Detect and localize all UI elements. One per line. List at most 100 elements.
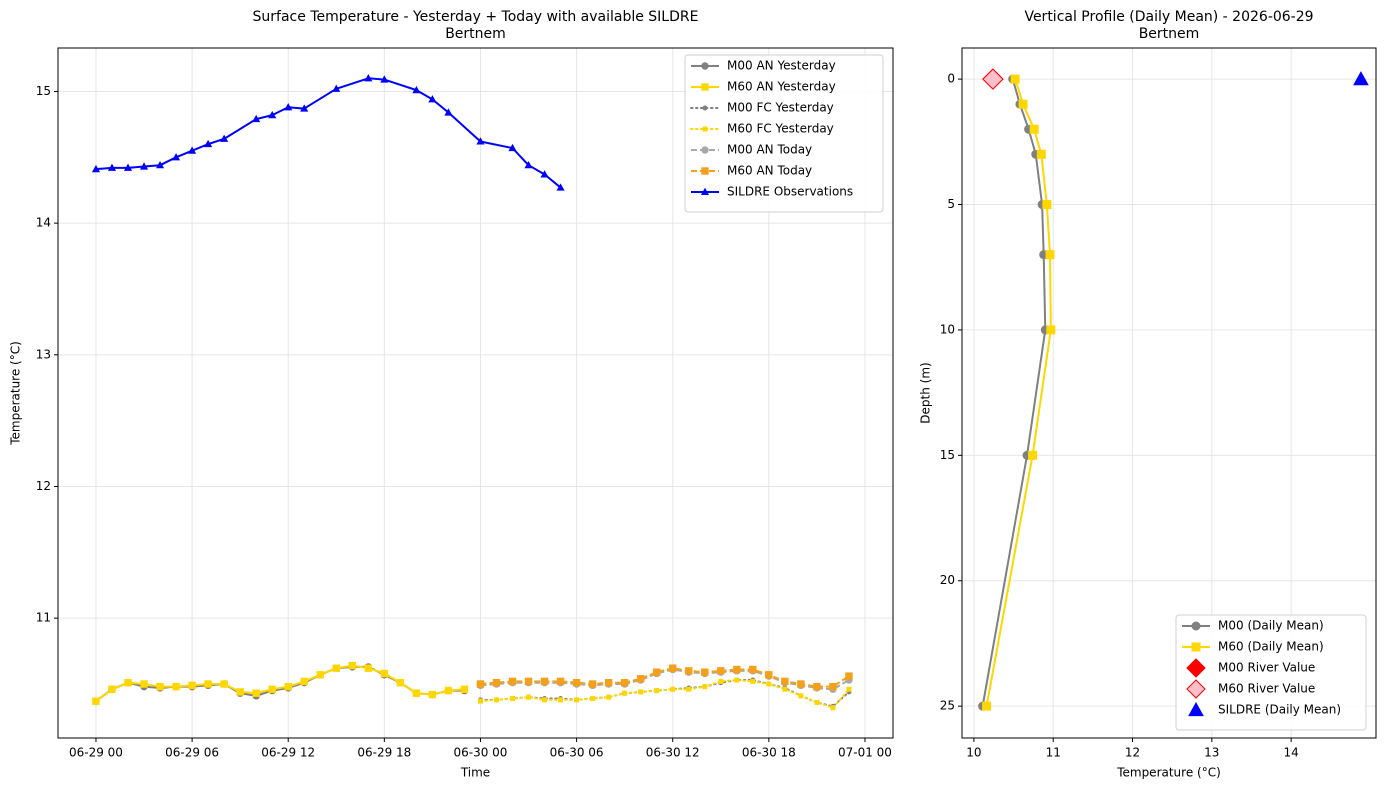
marker: [380, 75, 389, 83]
marker: [284, 682, 292, 691]
legend-marker: [1188, 701, 1204, 717]
marker: [428, 690, 437, 699]
marker: [524, 160, 533, 169]
marker: [830, 705, 836, 711]
marker: [1010, 74, 1020, 84]
marker: [92, 697, 100, 705]
marker: [620, 678, 629, 687]
marker: [300, 104, 309, 112]
legend-label: M60 AN Yesterday: [727, 80, 836, 94]
marker: [188, 681, 196, 690]
marker: [556, 677, 565, 686]
y-tick-label: 13: [36, 347, 51, 361]
marker: [284, 103, 293, 111]
y-tick-label: 14: [36, 216, 51, 230]
marker: [717, 667, 725, 675]
marker: [604, 678, 613, 687]
legend-label: SILDRE Observations: [727, 185, 853, 199]
marker: [444, 108, 453, 116]
y-tick-label: 5: [947, 197, 955, 211]
marker: [542, 697, 548, 703]
legend-label: SILDRE (Daily Mean): [1218, 703, 1341, 717]
y-tick-label: 15: [940, 448, 955, 462]
x-tick-label: 06-29 12: [261, 746, 315, 760]
marker: [1046, 325, 1056, 335]
marker: [540, 677, 549, 686]
marker: [139, 162, 149, 170]
marker: [1045, 250, 1055, 260]
marker: [477, 698, 483, 704]
x-tick-label: 11: [1046, 746, 1061, 760]
legend-label: M60 FC Yesterday: [727, 122, 834, 136]
plot-frame: [57, 47, 894, 739]
x-tick-label: 06-30 18: [742, 746, 796, 760]
legend-label: M60 (Daily Mean): [1218, 640, 1324, 654]
marker: [476, 680, 485, 688]
marker: [1029, 124, 1039, 134]
marker: [556, 183, 565, 191]
x-tick-label: 06-30 12: [646, 746, 700, 760]
legend-box: [1175, 614, 1367, 731]
marker: [332, 664, 340, 672]
y-tick-label: 15: [36, 84, 51, 98]
x-tick-label: 06-29 18: [357, 746, 411, 760]
marker: [91, 164, 101, 173]
marker: [492, 678, 501, 687]
x-tick-label: 06-29 06: [165, 746, 219, 760]
marker: [364, 74, 373, 82]
legend-label: M00 River Value: [1218, 661, 1315, 675]
marker: [124, 678, 132, 687]
y-axis-label: Depth (m): [919, 362, 933, 423]
marker: [316, 671, 324, 679]
y-tick-label: 12: [36, 479, 51, 493]
marker: [172, 682, 180, 691]
marker: [781, 677, 789, 686]
marker: [1018, 99, 1028, 109]
x-tick-label: 12: [1125, 746, 1140, 760]
legend-marker: [1191, 642, 1201, 652]
x-tick-label: 06-30 00: [453, 746, 507, 760]
marker: [558, 697, 564, 703]
marker: [622, 690, 628, 696]
marker: [718, 678, 724, 684]
marker: [588, 680, 597, 688]
marker: [188, 146, 197, 154]
x-tick-label: 14: [1283, 746, 1298, 760]
marker: [572, 678, 581, 687]
y-tick-label: 0: [947, 72, 955, 86]
y-tick-label: 11: [36, 611, 51, 625]
marker: [123, 163, 133, 171]
chart-subtitle: Bertnem: [445, 26, 506, 42]
marker: [685, 667, 693, 675]
marker: [798, 693, 804, 699]
chart-subtitle: Bertnem: [1139, 26, 1200, 42]
marker: [108, 685, 116, 693]
marker: [107, 163, 117, 171]
marker: [749, 665, 757, 674]
marker: [524, 677, 533, 686]
marker: [300, 677, 308, 686]
marker: [982, 701, 992, 711]
marker: [428, 95, 437, 103]
legend-marker: [701, 146, 709, 154]
marker: [574, 697, 580, 703]
marker: [268, 685, 276, 693]
legend-label: M60 River Value: [1218, 682, 1315, 696]
marker: [396, 678, 405, 687]
marker: [156, 160, 165, 169]
marker: [156, 682, 164, 691]
y-tick-label: 25: [940, 699, 955, 713]
legend-box: [684, 54, 884, 213]
marker: [380, 669, 389, 678]
marker: [734, 677, 740, 683]
marker: [268, 110, 277, 119]
marker: [590, 695, 596, 701]
y-tick-label: 20: [940, 573, 955, 587]
marker: [1042, 200, 1052, 210]
y-tick-label: 10: [940, 322, 955, 336]
marker: [412, 689, 421, 697]
marker: [204, 680, 212, 688]
marker: [493, 697, 499, 703]
marker: [510, 695, 516, 701]
marker: [797, 680, 805, 688]
